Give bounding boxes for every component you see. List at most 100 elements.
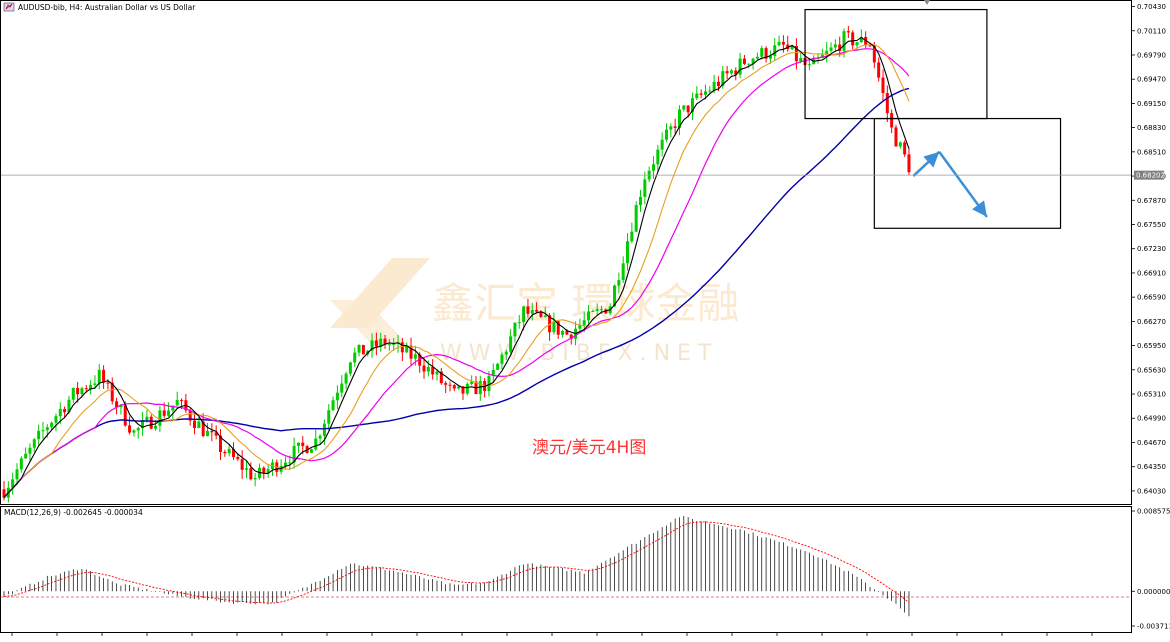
bull-candle	[348, 362, 352, 374]
bull-candle	[517, 322, 521, 324]
bear-candle	[400, 342, 404, 353]
bear-candle	[106, 382, 110, 384]
bull-candle	[504, 351, 508, 355]
fast-ma-line	[3, 36, 910, 499]
price-tick-label: 0.70430	[1137, 3, 1166, 11]
bear-candle	[742, 58, 746, 64]
macd-tick-label: 0.000000	[1137, 588, 1170, 596]
bear-candle	[846, 31, 850, 33]
price-tick-label: 0.67870	[1137, 197, 1166, 205]
bear-candle	[102, 369, 106, 383]
bull-candle	[370, 340, 374, 351]
bear-candle	[301, 442, 305, 447]
bear-candle	[907, 154, 911, 173]
bear-candle	[885, 93, 889, 114]
bull-candle	[197, 421, 201, 428]
bull-candle	[136, 428, 140, 431]
bear-candle	[214, 432, 218, 436]
bull-candle	[206, 431, 210, 437]
price-tick-label: 0.65310	[1137, 391, 1166, 399]
bull-candle	[45, 427, 49, 431]
macd-axis: 0.008575 0.000000 -0.003711	[1131, 508, 1170, 631]
arrow-down-segment	[938, 151, 988, 218]
bear-candle	[383, 338, 387, 345]
bull-candle	[175, 400, 179, 406]
magenta-ma-line	[3, 48, 910, 499]
bull-candle	[621, 263, 625, 281]
bull-candle	[820, 54, 824, 58]
price-tick-label: 0.65950	[1137, 342, 1166, 350]
annotation-box-1	[804, 8, 988, 120]
bull-candle	[11, 479, 15, 488]
current-price-tag: 0.68202	[1134, 170, 1165, 180]
bull-candle	[708, 90, 712, 92]
orange-ma-line	[3, 43, 910, 499]
bull-candle	[253, 478, 257, 480]
bull-candle	[41, 430, 45, 432]
bull-candle	[496, 363, 500, 370]
bull-candle	[500, 354, 504, 364]
bear-candle	[548, 315, 552, 333]
bull-candle	[652, 164, 655, 171]
price-tick-label: 0.64030	[1137, 487, 1166, 495]
bear-candle	[123, 405, 127, 426]
bull-candle	[457, 386, 461, 389]
watermark: 鑫汇宝 環球金融 W W W . B I B F X . N E T	[330, 258, 739, 366]
bull-candle	[227, 448, 231, 454]
bear-candle	[110, 382, 114, 402]
bull-candle	[141, 420, 145, 429]
bull-candle	[690, 98, 694, 113]
bull-candle	[288, 462, 292, 464]
bull-candle	[695, 93, 699, 99]
candlestick-series	[2, 25, 911, 503]
bear-candle	[236, 457, 240, 460]
bull-candle	[738, 58, 742, 75]
bull-candle	[842, 31, 846, 51]
bull-candle	[32, 439, 36, 448]
bull-candle	[825, 50, 829, 55]
chart-title: AUDUSD-bib, H4: Australian Dollar vs US …	[18, 3, 196, 12]
bear-candle	[851, 32, 855, 46]
bull-candle	[470, 381, 474, 384]
price-tick-label: 0.66270	[1137, 318, 1166, 326]
bear-candle	[422, 365, 426, 372]
bear-candle	[76, 387, 80, 395]
bear-candle	[877, 62, 881, 78]
bear-candle	[794, 45, 798, 62]
bull-candle	[656, 149, 660, 165]
bear-candle	[868, 45, 872, 47]
bear-candle	[84, 388, 88, 390]
macd-signal-line	[3, 521, 910, 604]
bull-candle	[552, 321, 556, 333]
price-tick-label: 0.70110	[1137, 27, 1166, 35]
bear-candle	[188, 410, 192, 421]
bull-candle	[296, 442, 300, 446]
bull-candle	[703, 91, 707, 95]
bull-candle	[729, 70, 733, 74]
bull-candle	[807, 64, 811, 66]
bull-candle	[643, 179, 647, 197]
bull-candle	[54, 416, 58, 423]
price-tick-label: 0.64990	[1137, 415, 1166, 423]
bull-candle	[318, 435, 322, 439]
bull-candle	[244, 468, 248, 470]
bull-candle	[413, 354, 417, 359]
bull-candle	[292, 445, 296, 463]
arrow-up-segment	[912, 150, 941, 177]
macd-tick-label: -0.003711	[1137, 623, 1170, 631]
price-tick-label: 0.66910	[1137, 269, 1166, 277]
bull-candle	[859, 36, 863, 43]
price-tick-label: 0.64350	[1137, 463, 1166, 471]
bull-candle	[19, 458, 23, 470]
bull-candle	[71, 387, 75, 400]
macd-label: MACD(12,26,9) -0.002645 -0.000034	[4, 508, 143, 517]
bull-candle	[578, 324, 582, 329]
bear-candle	[180, 400, 184, 402]
bear-candle	[249, 468, 253, 480]
price-tick-label: 0.69470	[1137, 76, 1166, 84]
bear-candle	[864, 36, 868, 46]
bull-candle	[331, 400, 335, 411]
bull-candle	[639, 196, 643, 206]
